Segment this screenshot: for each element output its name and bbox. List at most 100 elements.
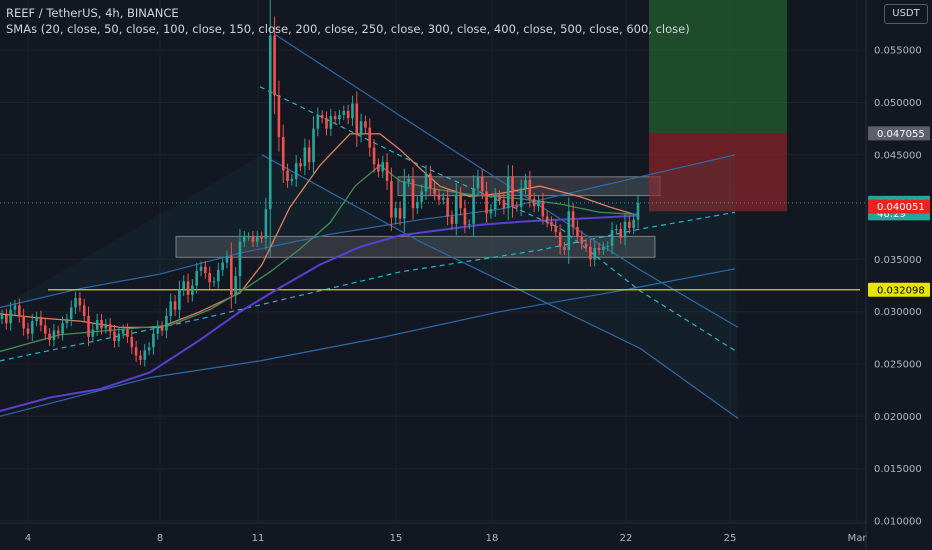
candle-body xyxy=(221,262,224,270)
candle-body xyxy=(550,221,553,226)
candle-body xyxy=(467,223,471,225)
candle-body xyxy=(563,246,566,250)
candle-body xyxy=(390,180,393,218)
candle-body xyxy=(472,188,475,224)
sma-slow-line xyxy=(0,214,639,413)
candle-body xyxy=(290,178,294,181)
candle-body xyxy=(359,121,363,135)
x-tick-label: 11 xyxy=(252,533,265,544)
candle-body xyxy=(212,281,216,283)
candle-body xyxy=(377,164,380,172)
candle-body xyxy=(104,324,108,329)
candle-body xyxy=(165,315,168,331)
candle-body xyxy=(281,137,285,171)
candle-body xyxy=(381,162,385,172)
candle-body xyxy=(368,127,372,148)
y-tick-label: 0.055000 xyxy=(874,46,922,57)
candle-body xyxy=(251,236,255,242)
candle-body xyxy=(325,118,328,129)
candle-body xyxy=(5,314,8,324)
candle-body xyxy=(545,216,549,222)
x-tick-label: 18 xyxy=(486,533,499,544)
candle-body xyxy=(493,195,497,210)
candle-body xyxy=(506,176,510,209)
candle-body xyxy=(307,147,311,163)
candle-body xyxy=(567,211,571,250)
x-tick-label: 8 xyxy=(157,533,163,544)
trend-line-1 xyxy=(0,154,736,309)
candle-body xyxy=(454,194,458,224)
candle-body xyxy=(476,176,480,189)
candle-body xyxy=(152,333,155,348)
candle-body xyxy=(191,285,194,295)
candle-body xyxy=(268,35,272,210)
candle-body xyxy=(519,188,523,208)
indicator-legend: SMAs (20, close, 50, close, 100, close, … xyxy=(6,22,690,36)
candle-body xyxy=(446,197,449,217)
candle-body xyxy=(333,116,337,120)
candle-body xyxy=(597,247,601,250)
x-tick-label: Mar xyxy=(848,533,868,544)
candle-body xyxy=(247,236,250,238)
y-tick-label: 0.025000 xyxy=(874,360,922,371)
support-price-label: 0.032098 xyxy=(877,285,925,296)
candle-body xyxy=(18,305,21,316)
candle-body xyxy=(195,270,198,286)
candle-body xyxy=(429,173,432,189)
candle-body xyxy=(615,229,618,231)
candle-body xyxy=(571,211,575,227)
candle-body xyxy=(632,219,635,229)
candle-body xyxy=(56,330,60,334)
trend-line-2 xyxy=(0,268,736,417)
y-tick-label: 0.015000 xyxy=(874,464,922,475)
candle-body xyxy=(537,200,540,207)
candle-body xyxy=(450,216,454,224)
candle-body xyxy=(95,320,99,330)
candle-body xyxy=(91,329,95,337)
candle-body xyxy=(234,276,237,295)
y-tick-label: 0.030000 xyxy=(874,307,922,318)
candle-body xyxy=(485,191,488,214)
candle-body xyxy=(39,316,43,326)
candle-body xyxy=(372,147,376,165)
trend-line-4 xyxy=(274,34,739,328)
candle-body xyxy=(580,236,584,244)
candle-body xyxy=(78,298,82,306)
candle-body xyxy=(433,188,436,195)
candle-body xyxy=(338,115,341,120)
candle-body xyxy=(230,256,233,295)
candle-body xyxy=(294,163,298,179)
y-tick-label: 0.045000 xyxy=(874,150,922,161)
candle-body xyxy=(286,170,289,181)
candle-body xyxy=(199,266,203,271)
candle-body xyxy=(364,121,367,128)
candle-body xyxy=(459,194,462,209)
candle-body xyxy=(277,95,281,138)
candle-body xyxy=(355,103,359,135)
candle-body xyxy=(320,115,324,119)
candle-body xyxy=(480,176,484,192)
candle-body xyxy=(35,316,38,322)
candle-body xyxy=(398,208,402,219)
candle-body xyxy=(346,110,350,119)
candle-body xyxy=(22,315,25,329)
x-tick-label: 25 xyxy=(724,533,737,544)
y-tick-label: 0.010000 xyxy=(874,516,922,527)
candle-body xyxy=(602,246,605,250)
candle-body xyxy=(623,221,627,238)
candle-body xyxy=(394,208,398,218)
candle-body xyxy=(217,269,220,282)
candle-body xyxy=(610,230,614,246)
candle-body xyxy=(524,179,527,189)
candle-body xyxy=(589,246,592,260)
candle-body xyxy=(463,208,467,225)
currency-unit-button[interactable]: USDT xyxy=(884,4,928,24)
candle-body xyxy=(299,163,302,167)
candle-body xyxy=(134,347,138,356)
candle-body xyxy=(178,289,181,310)
candle-body xyxy=(52,330,56,340)
candle-body xyxy=(238,241,242,277)
candle-body xyxy=(126,329,129,337)
candle-body xyxy=(182,281,186,290)
